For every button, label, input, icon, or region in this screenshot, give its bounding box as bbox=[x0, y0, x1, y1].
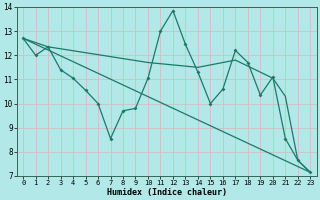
X-axis label: Humidex (Indice chaleur): Humidex (Indice chaleur) bbox=[107, 188, 227, 197]
